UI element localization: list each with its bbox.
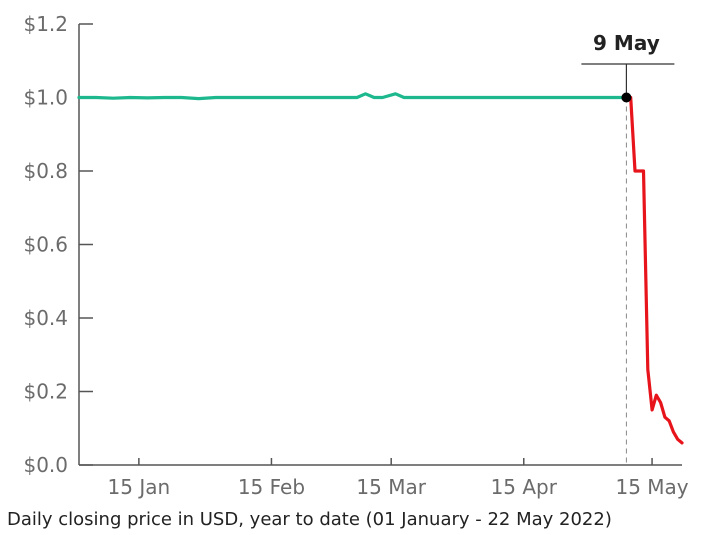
annotation-marker (621, 92, 632, 103)
y-tick-label: $1.2 (23, 12, 68, 36)
y-tick-label: $0.8 (23, 159, 68, 183)
x-tick-label: 15 Mar (356, 475, 426, 499)
tick-labels: $0.0 $0.2 $0.4 $0.6 $0.8 $1.0 $1.2 15 Jan 15 Feb… (23, 12, 688, 499)
x-tick-label: 15 Feb (238, 475, 305, 499)
annotation: 9 May (581, 31, 675, 465)
x-tick-label: 15 Jan (108, 475, 171, 499)
annotation-label: 9 May (593, 31, 660, 55)
y-tick-label: $0.4 (23, 306, 68, 330)
x-tick-label: 15 May (615, 475, 688, 499)
y-tick-label: $0.6 (23, 233, 68, 257)
series-lines (77, 92, 684, 445)
axes (78, 23, 682, 466)
series-line-stable (77, 92, 628, 101)
y-tick-label: $0.0 (23, 453, 68, 477)
line-chart: $0.0 $0.2 $0.4 $0.6 $0.8 $1.0 $1.2 15 Jan 15 Feb… (23, 12, 688, 499)
annotation-point (621, 92, 632, 103)
series-line-crash (624, 95, 684, 445)
y-tick-label: $0.2 (23, 380, 68, 404)
y-tick-label: $1.0 (23, 86, 68, 110)
x-tick-label: 15 Apr (491, 475, 558, 499)
chart-caption: Daily closing price in USD, year to date… (7, 509, 612, 530)
